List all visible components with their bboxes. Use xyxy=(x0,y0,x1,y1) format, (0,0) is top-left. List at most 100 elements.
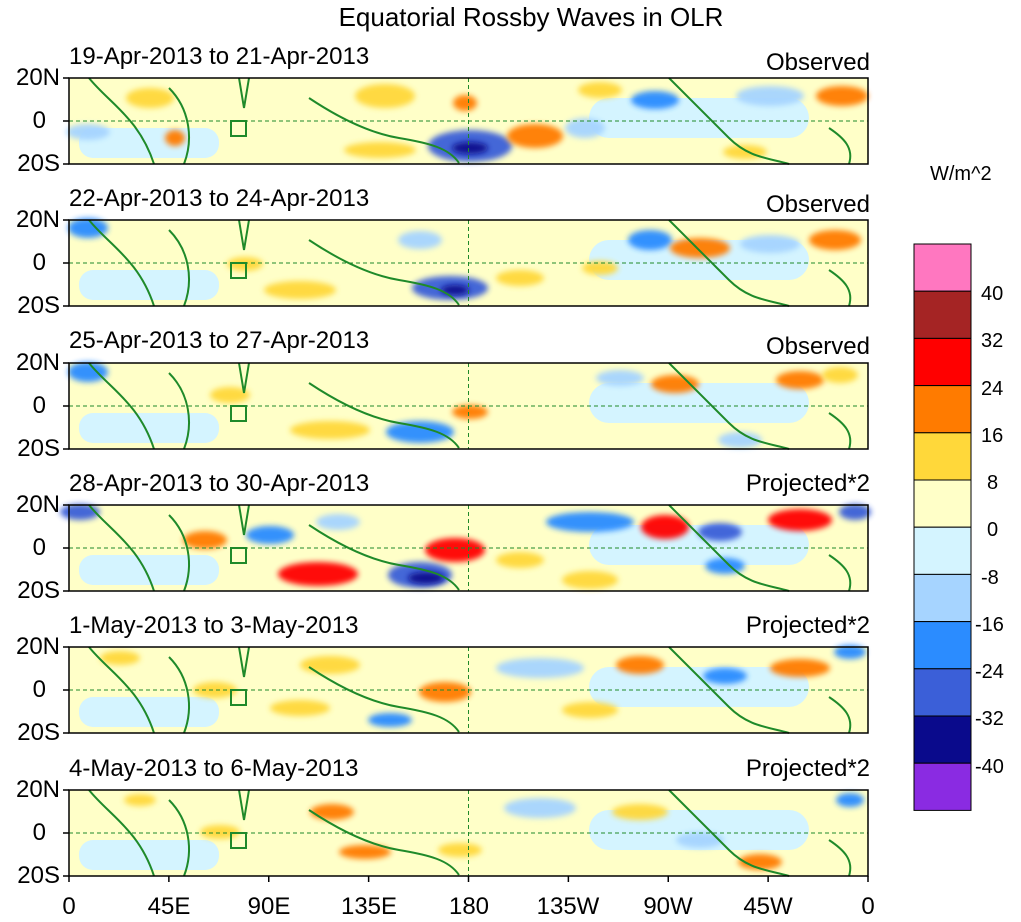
africa-coastline xyxy=(88,504,155,592)
olr-anomaly xyxy=(809,230,861,250)
americas-coastline xyxy=(668,77,790,165)
panel-4-date-range: 28-Apr-2013 to 30-Apr-2013 xyxy=(69,470,370,497)
olr-anomaly xyxy=(278,562,358,586)
panel-4-status: Projected*2 xyxy=(745,470,870,497)
brazil-coastline xyxy=(828,127,852,165)
panel-2-cool-band-west xyxy=(79,270,219,300)
lon-tick-180: 180 xyxy=(448,893,490,920)
panel-1-cool-band xyxy=(589,98,809,138)
lat-tick-20n: 20N xyxy=(15,206,60,233)
maritime-continent-coastline xyxy=(308,239,460,306)
olr-anomaly xyxy=(264,281,336,299)
maritime-continent-coastline xyxy=(308,809,460,876)
americas-coastline xyxy=(668,504,790,592)
colorbar-swatch xyxy=(913,385,972,434)
brazil-coastline xyxy=(828,554,852,592)
africa-east-coastline xyxy=(168,514,190,592)
india-coastline xyxy=(238,362,250,394)
colorbar-tick-40: 40 xyxy=(981,283,1004,305)
lon-tick-0-east: 0 xyxy=(861,893,875,920)
olr-anomaly xyxy=(100,651,140,665)
panel-2-status: Observed xyxy=(765,191,870,218)
olr-anomaly xyxy=(768,509,832,531)
africa-east-coastline xyxy=(168,372,190,450)
olr-anomaly xyxy=(452,142,488,154)
colorbar-tick-minus-40: -40 xyxy=(975,756,1004,778)
brazil-coastline xyxy=(828,839,852,877)
olr-anomaly xyxy=(504,798,576,818)
olr-anomaly xyxy=(651,375,699,393)
colorbar-swatch xyxy=(913,621,972,670)
olr-anomaly xyxy=(836,793,864,807)
olr-anomaly xyxy=(368,713,412,727)
lat-tick-20n: 20N xyxy=(15,64,60,91)
maritime-continent-coastline xyxy=(308,97,460,164)
olr-anomaly xyxy=(641,515,689,539)
figure-title: Equatorial Rossby Waves in OLR xyxy=(338,2,724,32)
americas-coastline xyxy=(668,219,790,307)
lat-tick-20n: 20N xyxy=(15,491,60,518)
olr-anomaly xyxy=(246,526,294,544)
olr-anomaly xyxy=(736,86,804,106)
colorbar-swatch xyxy=(913,432,972,481)
colorbar-tick-8: 8 xyxy=(987,472,999,494)
panel-5-anomalies xyxy=(100,645,866,727)
brazil-coastline xyxy=(828,269,852,307)
olr-anomaly xyxy=(126,88,174,108)
lat-tick-0: 0 xyxy=(32,534,46,561)
olr-anomaly xyxy=(698,523,742,541)
olr-anomaly xyxy=(507,124,563,148)
africa-coastline xyxy=(88,219,155,307)
olr-anomaly xyxy=(398,231,442,249)
colorbar-swatch xyxy=(913,715,972,764)
maritime-continent-coastline xyxy=(308,524,460,591)
olr-anomaly xyxy=(822,367,858,383)
lon-tick-0: 0 xyxy=(62,893,76,920)
panel-3-anomalies xyxy=(68,362,858,448)
americas-coastline xyxy=(668,789,790,877)
lat-tick-0: 0 xyxy=(32,392,46,419)
olr-anomaly xyxy=(628,230,672,250)
panel-6-status: Projected*2 xyxy=(745,755,870,782)
panel-1-date-range: 19-Apr-2013 to 21-Apr-2013 xyxy=(69,43,370,70)
panel-1-status: Observed xyxy=(765,49,870,76)
olr-anomaly xyxy=(453,95,477,111)
olr-anomaly xyxy=(60,504,100,520)
olr-anomaly xyxy=(718,432,762,448)
lon-tick-90w: 90W xyxy=(643,893,693,920)
colorbar-unit: W/m^2 xyxy=(930,163,992,185)
olr-anomaly xyxy=(578,82,622,98)
panel-4-cool-band xyxy=(589,525,809,565)
africa-coastline xyxy=(88,646,155,734)
olr-anomaly xyxy=(496,552,544,568)
africa-east-coastline xyxy=(168,229,190,307)
india-coastline xyxy=(238,77,250,109)
lat-tick-0: 0 xyxy=(32,107,46,134)
india-coastline xyxy=(238,646,250,678)
olr-anomaly xyxy=(616,656,664,674)
colorbar-tick-16: 16 xyxy=(981,425,1004,447)
panel-3-status: Observed xyxy=(765,333,870,360)
olr-anomaly xyxy=(68,218,108,238)
panel-3-cool-band xyxy=(589,383,809,423)
olr-anomaly xyxy=(546,512,634,532)
panel-2-date-range: 22-Apr-2013 to 24-Apr-2013 xyxy=(69,185,370,212)
lon-tick-135w: 135W xyxy=(536,893,600,920)
india-coastline xyxy=(238,789,250,821)
americas-coastline xyxy=(668,362,790,450)
lat-tick-20s: 20S xyxy=(17,862,60,889)
olr-anomaly xyxy=(596,370,644,386)
olr-anomaly xyxy=(452,405,488,419)
olr-anomaly xyxy=(183,531,227,549)
olr-anomaly xyxy=(562,702,618,718)
olr-anomaly xyxy=(419,682,471,702)
olr-anomaly xyxy=(66,124,110,140)
olr-anomaly xyxy=(496,658,584,678)
africa-east-coastline xyxy=(168,656,190,734)
lon-tick-45w: 45W xyxy=(743,893,793,920)
olr-anomaly xyxy=(703,668,747,684)
americas-coastline xyxy=(668,646,790,734)
olr-anomaly xyxy=(193,682,237,698)
lon-tick-45e: 45E xyxy=(147,893,191,920)
